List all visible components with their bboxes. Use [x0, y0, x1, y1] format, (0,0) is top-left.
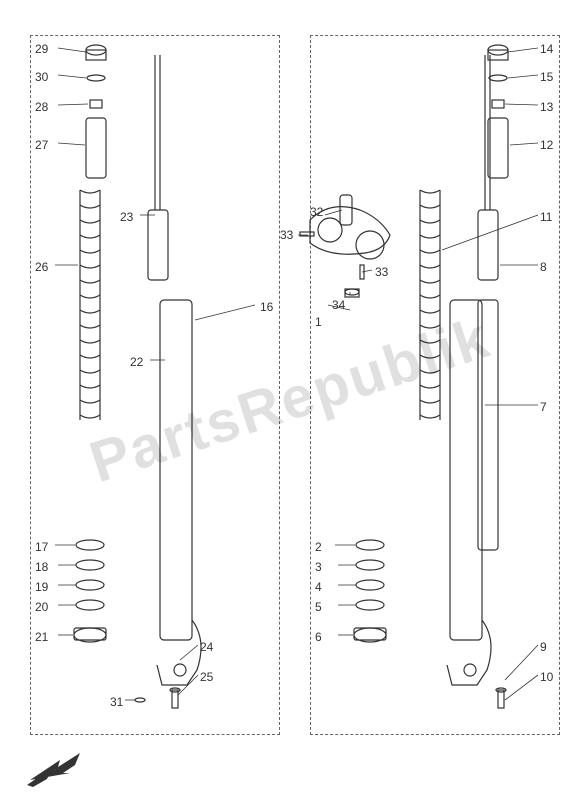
callout-12: 12	[540, 138, 553, 152]
callout-23: 23	[120, 210, 133, 224]
exploded-diagram: 29 30 28 27 26 23 22 16 17 18 19 20 21 2…	[0, 0, 580, 800]
callout-31: 31	[110, 695, 123, 709]
callout-22: 22	[130, 355, 143, 369]
callout-2: 2	[315, 540, 322, 554]
callout-1: 1	[315, 315, 322, 329]
callout-25: 25	[200, 670, 213, 684]
callout-15: 15	[540, 70, 553, 84]
callout-20: 20	[35, 600, 48, 614]
callout-8: 8	[540, 260, 547, 274]
callout-7: 7	[540, 400, 547, 414]
callout-6: 6	[315, 630, 322, 644]
callout-34: 34	[332, 298, 345, 312]
callout-24: 24	[200, 640, 213, 654]
callout-11: 11	[540, 210, 552, 224]
callout-27: 27	[35, 138, 48, 152]
callout-18: 18	[35, 560, 48, 574]
callout-32: 32	[310, 205, 323, 219]
callout-9: 9	[540, 640, 547, 654]
callout-29: 29	[35, 42, 48, 56]
callout-16: 16	[260, 300, 273, 314]
callout-10: 10	[540, 670, 553, 684]
callout-3: 3	[315, 560, 322, 574]
callout-14: 14	[540, 42, 553, 56]
callout-4: 4	[315, 580, 322, 594]
callout-17: 17	[35, 540, 48, 554]
callout-13: 13	[540, 100, 553, 114]
callout-33a: 33	[280, 228, 293, 242]
callout-30: 30	[35, 70, 48, 84]
callout-5: 5	[315, 600, 322, 614]
fork-schematic	[0, 0, 580, 800]
callout-28: 28	[35, 100, 48, 114]
callout-21: 21	[35, 630, 48, 644]
callout-19: 19	[35, 580, 48, 594]
direction-arrow-icon	[25, 745, 85, 790]
callout-26: 26	[35, 260, 48, 274]
callout-33b: 33	[375, 265, 388, 279]
